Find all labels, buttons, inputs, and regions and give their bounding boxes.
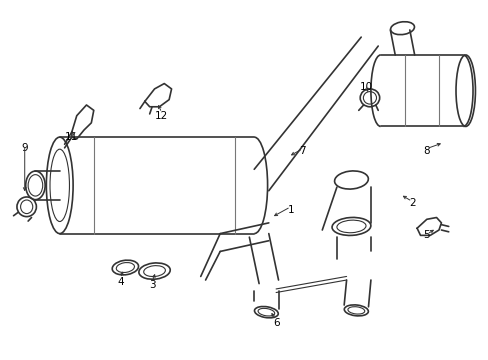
Text: 10: 10 <box>359 82 372 92</box>
Text: 9: 9 <box>21 143 28 153</box>
Text: 6: 6 <box>272 318 279 328</box>
Text: 5: 5 <box>423 230 429 240</box>
Text: 7: 7 <box>299 147 305 157</box>
Text: 2: 2 <box>408 198 415 208</box>
Text: 12: 12 <box>155 111 168 121</box>
Text: 8: 8 <box>423 147 429 157</box>
Text: 1: 1 <box>287 205 293 215</box>
Text: 11: 11 <box>65 132 79 142</box>
Text: 3: 3 <box>148 280 155 291</box>
Text: 4: 4 <box>117 277 123 287</box>
